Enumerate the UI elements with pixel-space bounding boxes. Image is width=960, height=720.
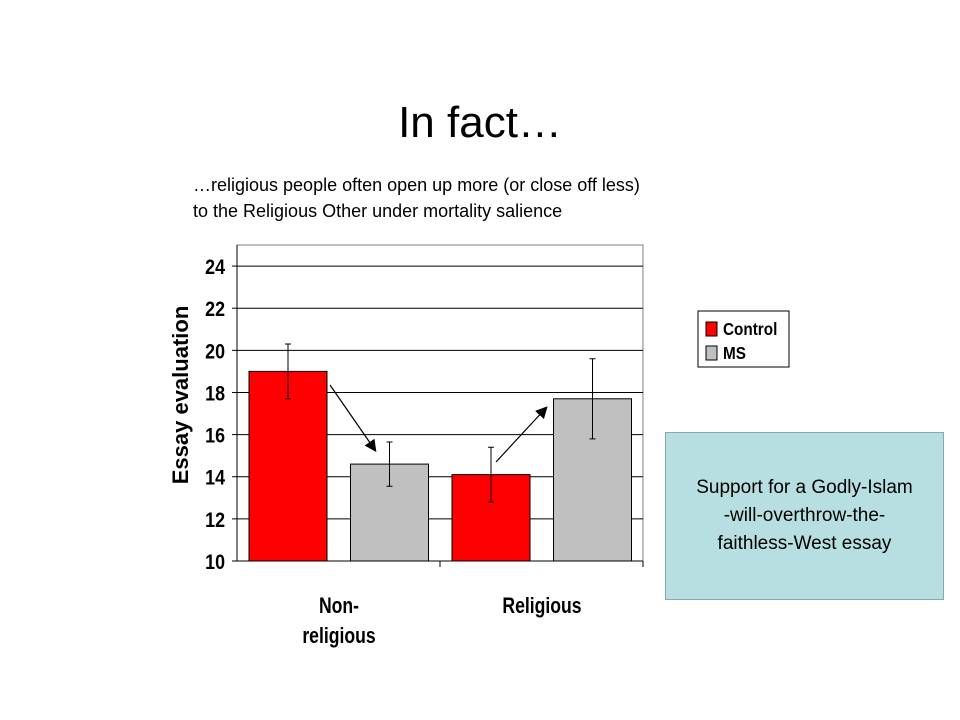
subtitle: …religious people often open up more (or…: [193, 172, 640, 224]
note-line: -will-overthrow-the-: [723, 505, 886, 526]
bar: [248, 370, 328, 562]
error-bar: [386, 441, 393, 487]
note-line: faithless-West essay: [717, 533, 892, 554]
slide-title: In fact…: [398, 98, 562, 147]
error-bar: [488, 446, 494, 503]
subtitle-line: to the Religious Other under mortality s…: [193, 201, 563, 221]
legend-label: MS: [723, 343, 746, 363]
y-tick-label: 24: [205, 256, 225, 280]
y-tick-label: 10: [205, 551, 225, 575]
note-line: Support for a Godly-Islam: [696, 477, 913, 498]
note-box: Support for a Godly-Islam -will-overthro…: [665, 432, 944, 600]
subtitle-line: …religious people often open up more (or…: [193, 175, 640, 195]
y-tick-label: 20: [205, 340, 225, 364]
y-tick-label: 14: [205, 466, 225, 490]
legend-label: Control: [723, 319, 777, 339]
legend-swatch: [705, 345, 718, 361]
x-tick-label: Non-religious: [301, 593, 376, 648]
x-tick-label: Religious: [501, 593, 582, 618]
arrow: [329, 384, 377, 452]
y-tick-label: 12: [205, 509, 225, 533]
y-tick-label: 18: [205, 382, 225, 406]
y-axis-label: Essay evaluation: [168, 306, 193, 485]
legend-swatch: [705, 321, 718, 337]
y-tick-label: 22: [205, 298, 225, 322]
error-bar: [285, 343, 291, 400]
error-bar: [589, 358, 596, 440]
y-tick-label: 16: [205, 424, 225, 448]
